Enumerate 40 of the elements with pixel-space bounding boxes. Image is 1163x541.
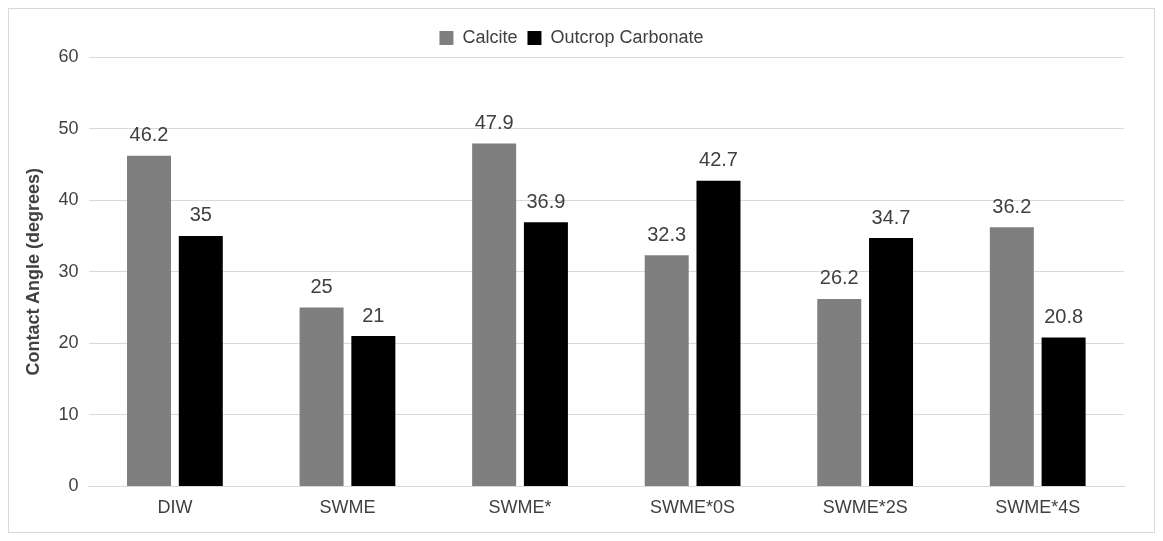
y-tick-label: 40 [58, 189, 79, 210]
bar [299, 307, 344, 486]
x-tick-label: DIW [157, 497, 193, 518]
data-label: 36.9 [526, 189, 566, 212]
data-label: 20.8 [1044, 305, 1084, 328]
data-label: 36.2 [992, 194, 1032, 217]
bar [127, 155, 172, 486]
x-tick-label: SWME*0S [650, 497, 736, 518]
y-tick-label: 60 [58, 45, 79, 66]
bar [351, 336, 396, 486]
y-tick-label: 30 [58, 260, 79, 281]
data-label: 47.9 [474, 111, 514, 134]
y-tick-label: 50 [58, 117, 79, 138]
x-tick-label: SWME*2S [822, 497, 908, 518]
x-tick-label: SWME*4S [995, 497, 1081, 518]
y-axis-title: Contact Angle (degrees) [22, 168, 43, 376]
x-tick-label: SWME* [488, 497, 552, 518]
bar [696, 180, 741, 486]
x-tick-label: SWME [319, 497, 376, 518]
data-label: 46.2 [129, 123, 169, 146]
bar [644, 255, 689, 486]
bar [472, 143, 517, 486]
legend-label: Calcite [462, 26, 518, 47]
data-label: 32.3 [647, 222, 687, 245]
data-label: 34.7 [871, 205, 911, 228]
bar [869, 238, 914, 486]
data-label: 26.2 [819, 266, 859, 289]
legend-label: Outcrop Carbonate [550, 26, 704, 47]
y-tick-label: 10 [58, 403, 79, 424]
bar [817, 298, 862, 486]
data-label: 25 [310, 275, 333, 297]
y-tick-label: 0 [68, 475, 79, 496]
y-tick-label: 20 [58, 332, 79, 353]
bar [178, 235, 223, 486]
data-label: 21 [362, 303, 385, 326]
bar [1041, 337, 1086, 486]
data-label: 42.7 [699, 148, 738, 171]
data-label: 35 [189, 203, 212, 226]
bar [989, 227, 1034, 486]
bar [523, 222, 568, 486]
